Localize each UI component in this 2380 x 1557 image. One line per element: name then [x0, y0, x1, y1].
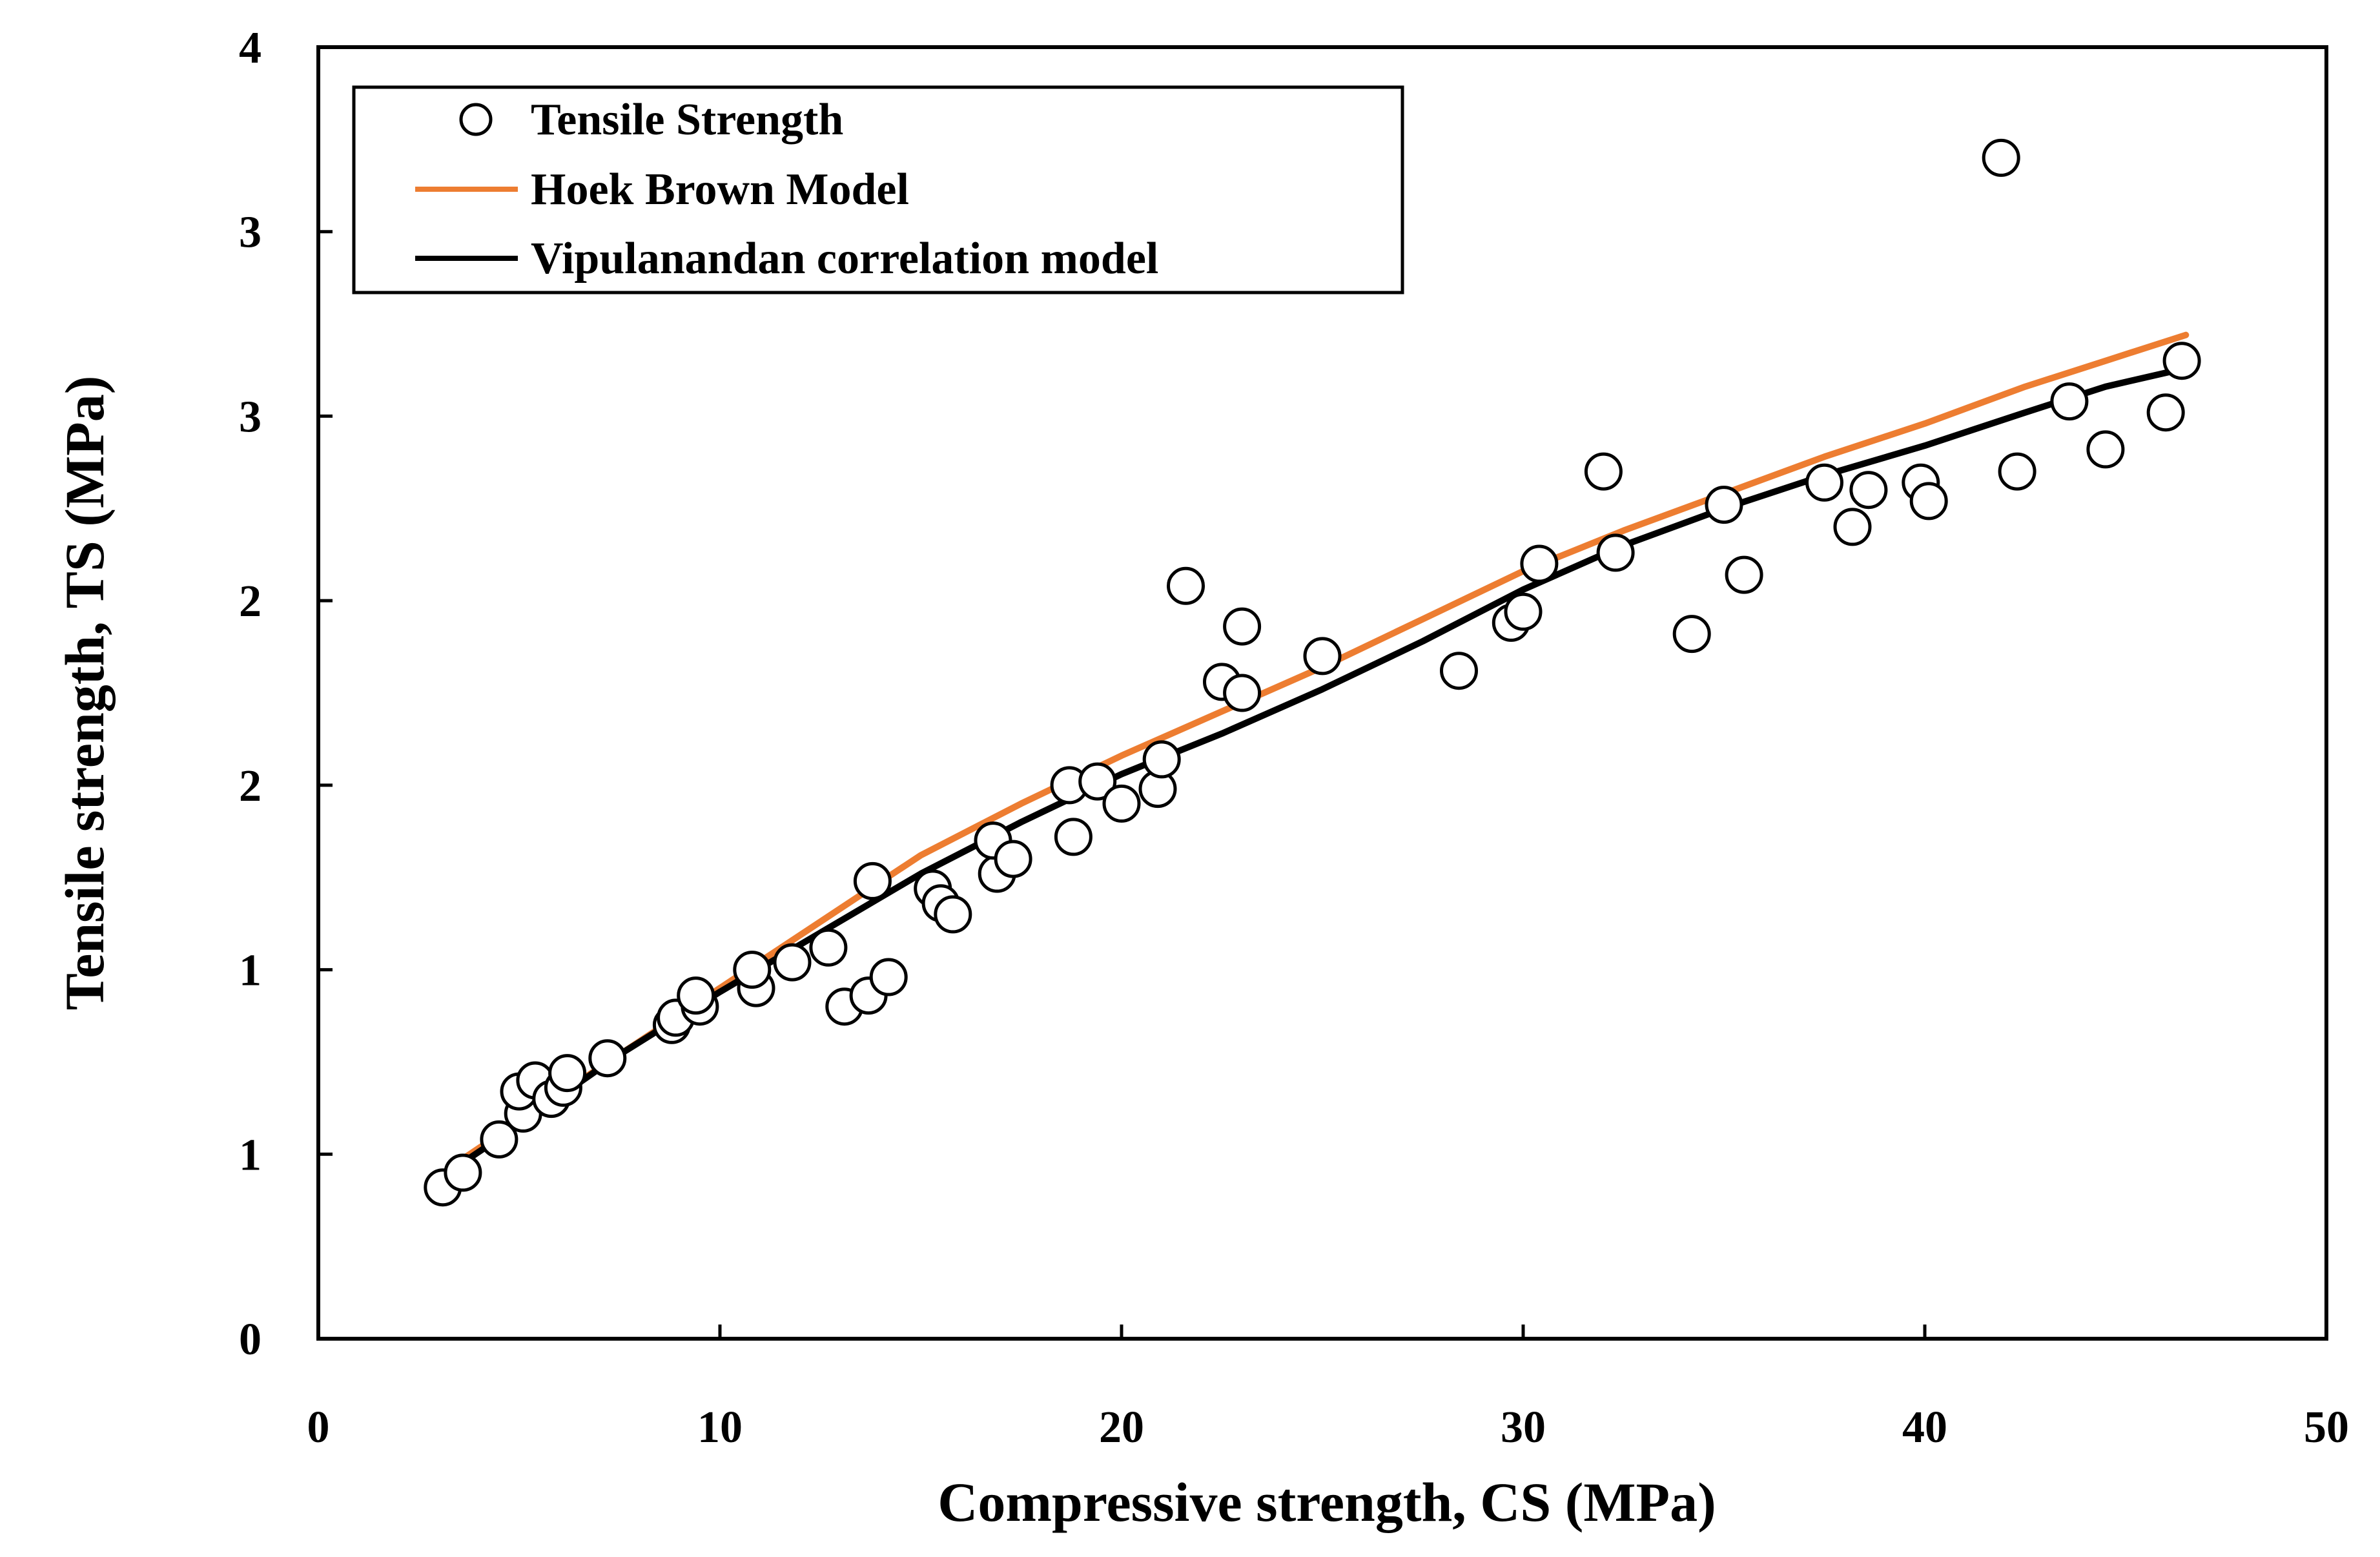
- y-tick-label: 4: [239, 23, 262, 73]
- y-tick-label: 1: [239, 1130, 262, 1180]
- data-point: [1303, 637, 1342, 675]
- y-tick-label: 3: [239, 392, 262, 442]
- x-tick-label: 50: [2304, 1403, 2349, 1452]
- legend-label-vipulanandan: Vipulanandan correlation model: [531, 234, 1158, 284]
- data-point: [1223, 674, 1262, 712]
- data-point: [548, 1054, 587, 1093]
- x-axis-ticks: 0 10 20 30 40 50: [307, 1325, 2349, 1452]
- data-point: [809, 928, 848, 967]
- y-axis-title: Tensile strength, TS (MPa): [54, 376, 116, 1011]
- legend: Tensile Strength Hoek Brown Model Vipula…: [352, 85, 1404, 294]
- data-point: [1054, 818, 1093, 856]
- data-point: [773, 943, 812, 982]
- y-axis-ticks: 0 1 1 2 2 3 3 4: [239, 23, 333, 1365]
- data-point: [934, 895, 972, 934]
- data-point: [1223, 607, 1262, 646]
- data-point: [733, 951, 772, 989]
- data-point: [1504, 592, 1543, 631]
- legend-box: [352, 85, 1404, 294]
- data-point: [1998, 452, 2036, 491]
- data-point: [1849, 471, 1888, 510]
- data-point: [1102, 784, 1141, 823]
- data-point: [994, 840, 1032, 878]
- data-point: [1982, 138, 2020, 177]
- y-tick-label: 3: [239, 208, 262, 258]
- data-point: [480, 1120, 518, 1159]
- data-point: [1584, 452, 1623, 491]
- x-axis-title: Compressive strength, CS (MPa): [938, 1471, 1716, 1533]
- data-markers: [424, 138, 2201, 1207]
- legend-label-hoek-brown: Hoek Brown Model: [531, 165, 909, 214]
- x-tick-label: 30: [1501, 1403, 1546, 1452]
- y-tick-label: 0: [239, 1315, 262, 1365]
- data-point: [1167, 566, 1205, 605]
- x-tick-label: 10: [697, 1403, 743, 1452]
- data-point: [444, 1153, 482, 1192]
- data-point: [1078, 762, 1117, 801]
- data-point: [853, 861, 892, 900]
- data-point: [1520, 544, 1559, 583]
- data-point: [1725, 555, 1763, 594]
- data-point: [869, 958, 908, 996]
- legend-label-tensile-strength: Tensile Strength: [531, 95, 843, 145]
- x-tick-label: 0: [307, 1403, 330, 1452]
- x-tick-label: 20: [1099, 1403, 1144, 1452]
- data-point: [1142, 740, 1181, 779]
- data-point: [1805, 463, 1843, 502]
- data-point: [1705, 486, 1743, 524]
- y-tick-label: 1: [239, 946, 262, 996]
- data-point: [1672, 615, 1711, 654]
- data-point: [677, 976, 715, 1015]
- plot-frame: [316, 45, 2328, 1341]
- data-point: [2050, 382, 2089, 421]
- data-point: [588, 1039, 627, 1078]
- legend-marker-tensile-strength: [459, 103, 493, 136]
- data-point: [1833, 508, 1872, 546]
- data-point: [1596, 533, 1635, 572]
- x-tick-label: 40: [1902, 1403, 1947, 1452]
- data-point: [1440, 652, 1478, 690]
- data-point: [1909, 482, 1948, 521]
- data-point: [2146, 393, 2185, 432]
- data-point: [2162, 342, 2201, 380]
- data-point: [2086, 430, 2125, 469]
- vipulanandan-line: [455, 365, 2190, 1169]
- y-tick-label: 2: [239, 577, 262, 626]
- y-tick-label: 2: [239, 761, 262, 811]
